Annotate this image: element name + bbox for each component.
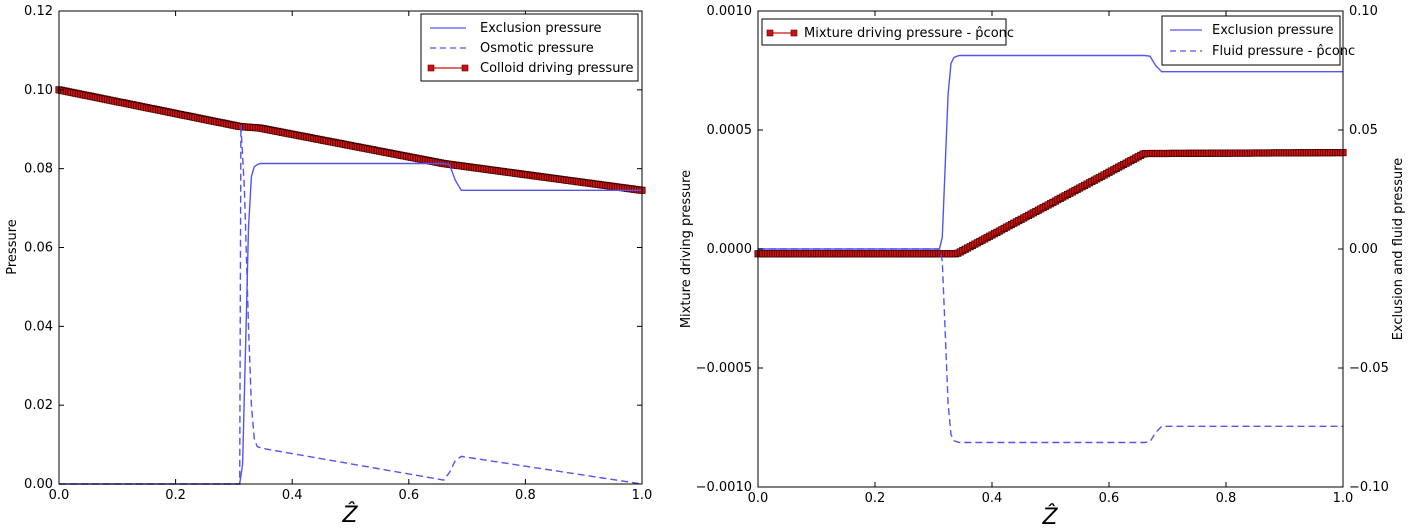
right-legend-right: Exclusion pressure Fluid pressure - p̂co… (1161, 15, 1355, 66)
legend-label-colloid: Colloid driving pressure (480, 61, 634, 76)
legend-marker-mixture-b (790, 29, 798, 37)
left-x-tick-label: 0.0 (49, 488, 70, 503)
left-x-tick-label: 1.0 (632, 488, 653, 503)
left-series-1-line (59, 125, 643, 485)
left-chart: 0.0 0.2 0.4 0.6 0.8 1.0 0.00 0.02 0.04 0.06 0.08 0.… (5, 4, 652, 528)
right-y2-tick-label: 0.05 (1349, 123, 1378, 138)
left-legend: Exclusion pressure Osmotic pressure Coll… (420, 13, 639, 82)
right-series-2-line (758, 248, 1343, 444)
legend-label-exclusion-right: Exclusion pressure (1212, 23, 1334, 38)
right-y-axis-label: Mixture driving pressure (679, 170, 694, 328)
left-y-tick-label: 0.06 (24, 241, 53, 256)
right-y2-tick-label: 0.10 (1349, 4, 1378, 19)
left-y-tick-label: 0.08 (24, 162, 53, 177)
right-x-tick-label: 0.2 (865, 491, 886, 506)
legend-label-exclusion: Exclusion pressure (480, 21, 602, 36)
right-ticks: 0.0 0.2 0.4 0.6 0.8 1.0 −0.0010 −0.0005 0.0000 0.… (696, 4, 1389, 506)
left-y-tick-label: 0.00 (24, 477, 53, 492)
left-x-tick-label: 0.2 (165, 488, 186, 503)
right-legend-right-box (1161, 15, 1341, 66)
left-x-tick-label: 0.4 (282, 488, 303, 503)
right-y2-axis-label: Exclusion and fluid pressure (1391, 158, 1406, 341)
left-y-tick-label: 0.04 (24, 319, 53, 334)
left-y-tick-label: 0.10 (24, 83, 53, 98)
right-y-tick-label: −0.0010 (696, 480, 752, 495)
left-x-axis-label: Ẑ (341, 502, 358, 528)
legend-label-osmotic: Osmotic pressure (480, 41, 594, 56)
right-y2-tick-label: 0.00 (1349, 242, 1378, 257)
right-y2-tick-label: −0.05 (1349, 361, 1389, 376)
left-y-tick-label: 0.02 (24, 398, 53, 413)
right-chart: 0.0 0.2 0.4 0.6 0.8 1.0 −0.0010 −0.0005 0.0000 0.… (679, 4, 1406, 529)
right-data-layer (754, 54, 1347, 444)
legend-label-fluid: Fluid pressure - p̂conc (1212, 44, 1355, 59)
right-series-1-line (758, 54, 1343, 250)
legend-marker-colloid-b (461, 64, 469, 72)
legend-marker-colloid-a (427, 64, 435, 72)
right-legend-left: Mixture driving pressure - p̂conc (761, 18, 1014, 46)
right-legend-left-box (761, 18, 1007, 46)
right-y-tick-label: −0.0005 (696, 361, 752, 376)
left-data-layer (55, 86, 646, 485)
right-y-tick-label: 0.0005 (707, 123, 753, 138)
right-x-tick-label: 0.0 (748, 491, 769, 506)
left-series-0-line (59, 162, 642, 485)
right-x-tick-label: 0.4 (982, 491, 1003, 506)
right-x-tick-label: 0.8 (1216, 491, 1237, 506)
right-y-tick-label: 0.0000 (707, 242, 753, 257)
right-x-axis-label: Ẑ (1041, 504, 1058, 529)
legend-label-mixture: Mixture driving pressure - p̂conc (804, 26, 1014, 41)
left-plot-area (59, 11, 642, 484)
right-y-tick-label: 0.0010 (707, 4, 753, 19)
right-x-tick-label: 0.6 (1099, 491, 1120, 506)
left-x-tick-label: 0.8 (515, 488, 536, 503)
right-x-tick-label: 1.0 (1333, 491, 1354, 506)
legend-marker-mixture-a (766, 29, 774, 37)
right-y2-tick-label: −0.10 (1349, 480, 1389, 495)
left-legend-box (420, 13, 639, 82)
left-y-axis-label: Pressure (5, 219, 20, 275)
left-ticks: 0.0 0.2 0.4 0.6 0.8 1.0 0.00 0.02 0.04 0.06 0.08 0.… (24, 4, 652, 503)
left-x-tick-label: 0.6 (398, 488, 419, 503)
left-y-tick-label: 0.12 (24, 4, 53, 19)
